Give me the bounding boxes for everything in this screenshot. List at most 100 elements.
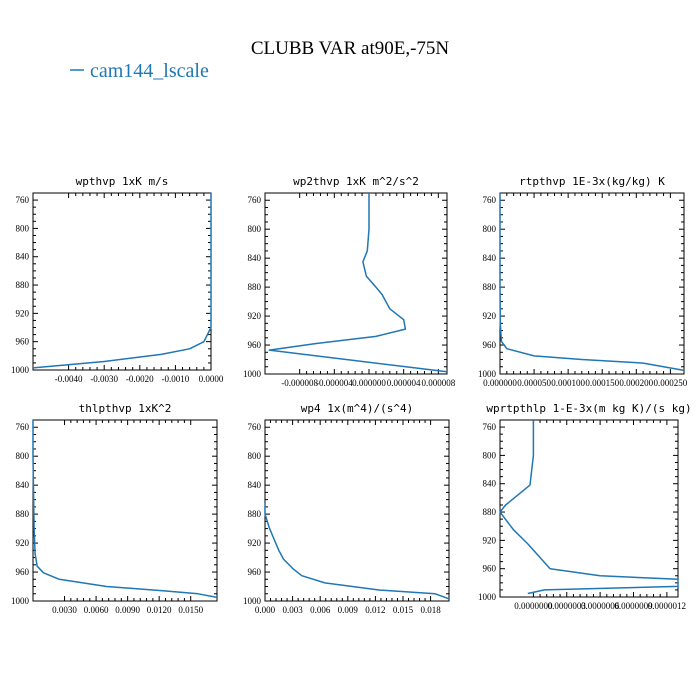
y-tick-label: 920 (483, 535, 497, 545)
x-tick-label: 0.0000006 (581, 601, 620, 611)
series-line (32, 420, 218, 599)
y-tick-label: 800 (16, 451, 30, 461)
y-tick-label: 920 (16, 538, 30, 548)
panel-1: wpthvp 1xK m/s 760 800 840 880 920 960 1000 -0.0… (11, 175, 224, 384)
y-tick-label: 1000 (243, 369, 262, 379)
y-tick-label: 920 (16, 308, 30, 318)
y-tick-label: 840 (16, 252, 30, 262)
x-tick-label: 0.009 (338, 605, 359, 615)
x-tick-label: 0.0000003 (548, 601, 587, 611)
y-tick-label: 800 (16, 223, 30, 233)
panel-title: wprtpthlp 1-E-3x(m kg K)/(s kg) (486, 402, 691, 415)
y-tick-label: 960 (16, 567, 30, 577)
y-tick-label: 800 (248, 224, 262, 234)
legend-entry: cam144_lscale (90, 60, 209, 82)
y-tick-label: 1000 (243, 596, 262, 606)
x-tick-label: 0.000100 (551, 378, 585, 388)
y-tick-label: 920 (248, 538, 262, 548)
x-tick-label: 0.000 (255, 605, 276, 615)
x-tick-label: 0.000004 (387, 378, 421, 388)
x-tick-label: 0.000200 (619, 378, 653, 388)
y-tick-label: 960 (483, 340, 497, 350)
panel-2: wp2thvp 1xK m^2/s^2 760 800 840 880 920 960 100… (243, 175, 456, 388)
x-tick-label: 0.0000012 (648, 601, 686, 611)
series-line (264, 503, 450, 600)
x-tick-label: 0.0000000 (514, 601, 553, 611)
y-tick-label: 960 (248, 340, 262, 350)
x-tick-label: -0.000004 (316, 378, 353, 388)
y-tick-label: 880 (248, 282, 262, 292)
y-tick-label: 960 (16, 337, 30, 347)
y-tick-label: 880 (248, 509, 262, 519)
panel-3: rtpthvp 1E-3x(kg/kg) K 760 800 840 880 920 960… (478, 175, 688, 388)
x-tick-label: -0.0030 (90, 374, 118, 384)
y-tick-label: 800 (483, 450, 497, 460)
y-tick-label: 760 (16, 195, 30, 205)
panel-title: rtpthvp 1E-3x(kg/kg) K (519, 175, 665, 188)
y-tick-label: 840 (248, 253, 262, 263)
x-tick-label: 0.0150 (178, 605, 203, 615)
panel-5: wp4 1x(m^4)/(s^4)76080084088092096010000… (243, 402, 450, 615)
panel-4: thlpthvp 1xK^2 760 800 840 880 920 960 1000 0.00… (11, 402, 218, 615)
y-tick-label: 760 (248, 195, 262, 205)
y-tick-label: 840 (483, 253, 497, 263)
y-tick-label: 880 (483, 282, 497, 292)
x-tick-label: -0.0020 (126, 374, 154, 384)
x-tick-label: 0.0120 (147, 605, 172, 615)
x-tick-label: 0.000150 (585, 378, 619, 388)
y-tick-label: 960 (248, 567, 262, 577)
plot-frame (264, 192, 448, 375)
series-line (268, 193, 448, 373)
x-tick-label: -0.000008 (281, 378, 318, 388)
plot-frame (264, 419, 450, 602)
panels: wpthvp 1xK m/s 760 800 840 880 920 960 1000 -0.0… (11, 175, 692, 615)
series-line (32, 193, 212, 369)
x-tick-label: 0.018 (420, 605, 441, 615)
panel-title: thlpthvp 1xK^2 (79, 402, 172, 415)
figure-title: CLUBB VAR at90E,-75N (251, 38, 450, 59)
x-tick-label: 0.015 (393, 605, 414, 615)
x-tick-label: 0.0000 (199, 374, 224, 384)
y-tick-label: 760 (483, 422, 497, 432)
x-tick-label: 0.0030 (52, 605, 77, 615)
plot-frame (32, 192, 212, 371)
y-tick-label: 800 (483, 224, 497, 234)
x-tick-label: 0.006 (310, 605, 331, 615)
plot-frame (32, 419, 218, 602)
x-tick-label: -0.0040 (55, 374, 83, 384)
x-tick-label: -0.0010 (162, 374, 190, 384)
y-tick-label: 1000 (478, 369, 497, 379)
y-tick-label: 840 (16, 480, 30, 490)
y-tick-label: 760 (248, 422, 262, 432)
x-tick-label: 0.0060 (84, 605, 109, 615)
panel-title: wpthvp 1xK m/s (76, 175, 169, 188)
x-tick-label: 0.000000 (352, 378, 386, 388)
y-tick-label: 880 (483, 507, 497, 517)
x-tick-label: 0.000050 (517, 378, 551, 388)
series-line (499, 420, 679, 595)
y-tick-label: 840 (248, 480, 262, 490)
y-tick-label: 880 (16, 509, 30, 519)
y-tick-label: 960 (483, 564, 497, 574)
plot-frame (499, 419, 679, 598)
x-tick-label: 0.000250 (653, 378, 687, 388)
x-tick-label: 0.003 (282, 605, 303, 615)
plot-frame (499, 192, 685, 375)
x-tick-label: 0.0090 (115, 605, 140, 615)
y-tick-label: 920 (483, 311, 497, 321)
x-tick-label: 0.0000009 (614, 601, 653, 611)
y-tick-label: 760 (483, 195, 497, 205)
y-tick-label: 760 (16, 422, 30, 432)
y-tick-label: 920 (248, 311, 262, 321)
y-tick-label: 800 (248, 451, 262, 461)
y-tick-label: 840 (483, 479, 497, 489)
series-line (499, 193, 685, 372)
y-tick-label: 1000 (478, 592, 497, 602)
y-tick-label: 880 (16, 280, 30, 290)
panel-6: wprtpthlp 1-E-3x(m kg K)/(s kg) 760 800 840… (478, 402, 692, 611)
y-tick-label: 1000 (11, 365, 30, 375)
x-tick-label: 0.012 (365, 605, 385, 615)
x-tick-label: 0.000000 (483, 378, 517, 388)
panel-title: wp4 1x(m^4)/(s^4) (301, 402, 414, 415)
